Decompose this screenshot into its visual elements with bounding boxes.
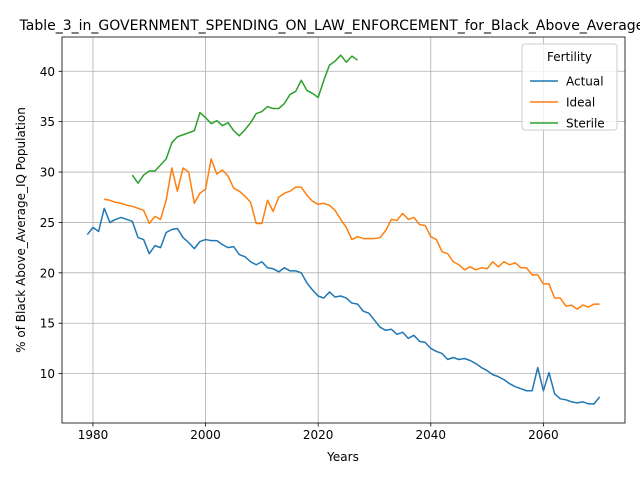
legend-label-sterile: Sterile xyxy=(566,117,605,131)
x-tick-label: 2060 xyxy=(528,428,559,442)
y-tick-label: 40 xyxy=(40,65,55,79)
x-axis: 1980 2000 2020 2040 2060 xyxy=(78,423,559,442)
y-tick-label: 20 xyxy=(40,266,55,280)
x-tick-label: 2000 xyxy=(190,428,221,442)
legend-title: Fertility xyxy=(547,50,592,64)
y-tick-label: 10 xyxy=(40,367,55,381)
y-tick-label: 35 xyxy=(40,115,55,129)
series-line-ideal xyxy=(104,158,600,310)
x-axis-label: Years xyxy=(326,450,359,464)
legend: Fertility Actual Ideal Sterile xyxy=(521,43,618,131)
y-tick-label: 25 xyxy=(40,216,55,230)
series-line-sterile xyxy=(131,54,359,184)
legend-items: Actual Ideal Sterile xyxy=(530,75,605,131)
legend-frame xyxy=(521,43,618,131)
y-tick-label: 30 xyxy=(40,166,55,180)
x-tick-label: 2040 xyxy=(415,428,446,442)
chart-title: Table_3_in_GOVERNMENT_SPENDING_ON_LAW_EN… xyxy=(19,18,640,34)
series-lines xyxy=(86,54,601,405)
y-axis-label: % of Black Above_Average_IQ Population xyxy=(14,107,28,353)
legend-label-ideal: Ideal xyxy=(566,96,595,110)
x-tick-label: 1980 xyxy=(78,428,109,442)
x-tick-label: 2020 xyxy=(303,428,334,442)
series-line-actual xyxy=(86,207,601,405)
y-tick-label: 15 xyxy=(40,317,55,331)
y-axis: 10 15 20 25 30 35 40 xyxy=(40,65,62,381)
plot-area-frame xyxy=(61,36,626,424)
legend-label-actual: Actual xyxy=(566,75,604,89)
